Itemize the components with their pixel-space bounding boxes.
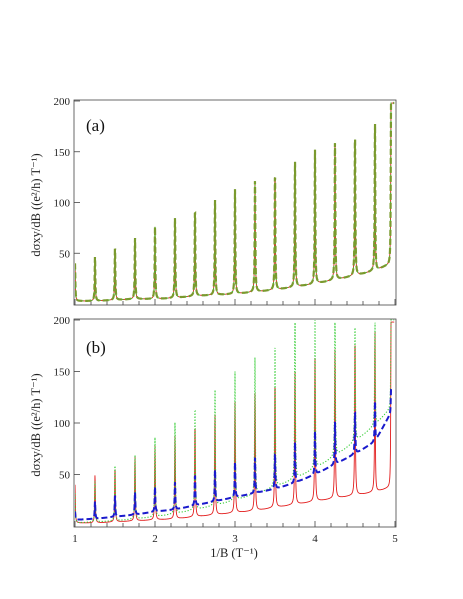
panel-a-y-axis-label: dσxy/dB ((e²/h) T⁻¹)	[29, 153, 43, 256]
y-tick-label: 100	[54, 418, 71, 430]
panel-a-curves	[75, 101, 395, 302]
y-tick-label: 150	[54, 147, 71, 159]
x-tick-label: 5	[392, 533, 398, 545]
x-axis-label: 1/B (T⁻¹)	[210, 546, 258, 560]
panel-b-curves	[75, 319, 395, 524]
series-line-dashed	[75, 101, 395, 302]
panel-b-label: (b)	[86, 338, 106, 357]
y-tick-label: 50	[59, 248, 71, 260]
y-tick-label: 200	[54, 96, 71, 108]
panel-b-axes: 50 100 150 200 1 2 3 4 5	[54, 315, 399, 545]
x-tick-label: 1	[72, 533, 78, 545]
y-tick-label: 200	[54, 315, 71, 327]
panel-a-label: (a)	[86, 116, 105, 135]
x-tick-label: 4	[312, 533, 318, 545]
series-line-dotted	[75, 319, 395, 524]
x-tick-label: 2	[152, 533, 158, 545]
panel-a: 50 100 150 200 (a) dσxy/dB ((e²/h) T⁻¹)	[29, 96, 397, 306]
y-tick-label: 50	[59, 470, 71, 482]
y-tick-label: 150	[54, 367, 71, 379]
x-tick-label: 3	[232, 533, 238, 545]
y-tick-label: 100	[54, 198, 71, 210]
panel-b: 50 100 150 200 1 2 3 4 5 (b) dσxy/dB ((e²/h) T⁻¹…	[29, 315, 398, 560]
panel-b-y-axis-label: dσxy/dB ((e²/h) T⁻¹)	[29, 373, 43, 476]
